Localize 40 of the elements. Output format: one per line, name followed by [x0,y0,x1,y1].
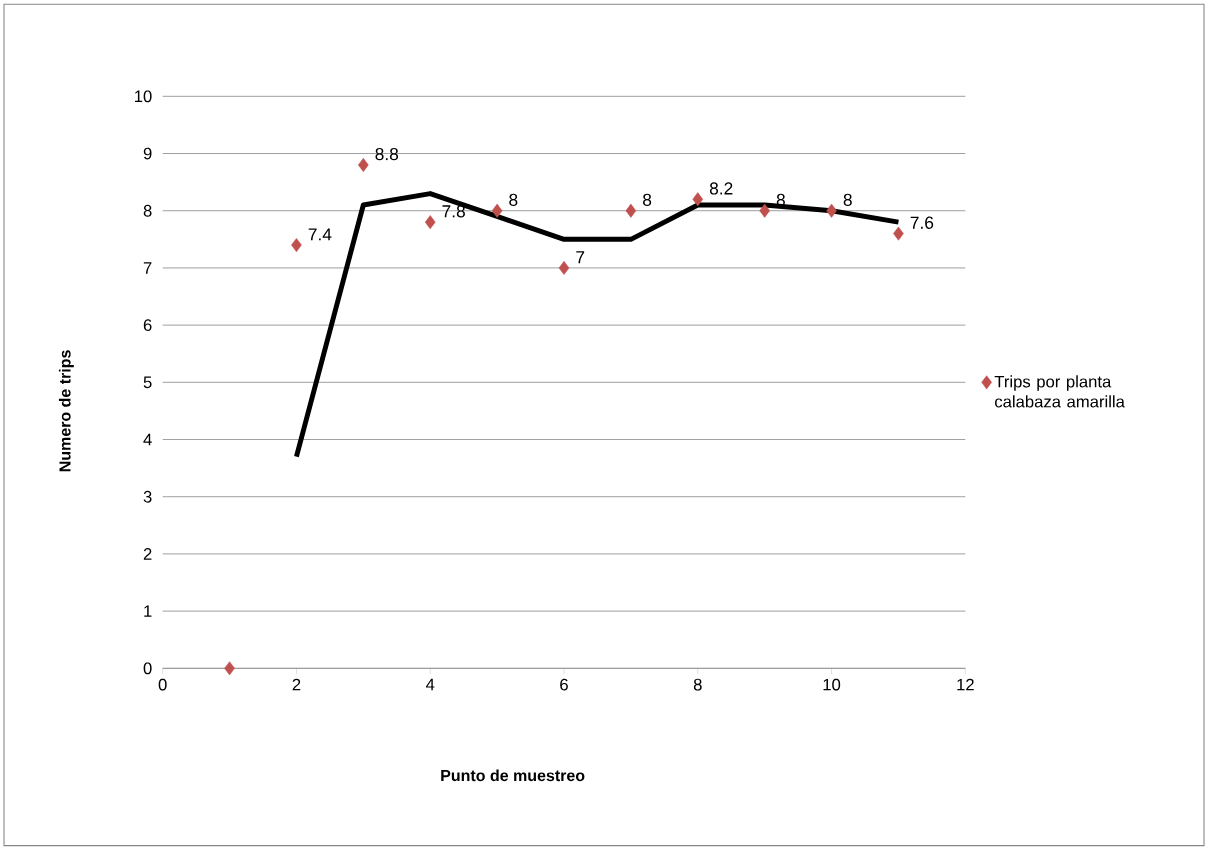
point [224,661,235,676]
x-tick-label: 8 [693,678,702,691]
y-tick-label: 0 [143,662,152,675]
point [893,226,904,241]
point [759,203,770,218]
point [291,238,302,252]
data-label: 8 [509,193,518,207]
data-label: 8.2 [709,182,733,195]
y-tick-label: 3 [143,490,152,503]
x-axis-title: Punto de muestreo [441,769,585,782]
y-tick-label: 8 [143,204,152,217]
x-tick-label: 6 [560,678,568,691]
data-label: 8.8 [375,147,399,161]
data-label: 7.6 [910,216,934,229]
data-label: 8 [843,193,852,207]
point [558,260,570,275]
y-tick-label: 4 [143,433,152,446]
data-label: 7.4 [308,228,332,241]
y-tick-label: 9 [143,147,152,160]
data-label: 8 [643,193,652,207]
y-tick-label: 10 [135,90,152,103]
x-tick-label: 0 [158,678,167,691]
y-tick-label: 7 [143,262,152,274]
y-tick-label: 6 [143,319,152,332]
point [625,203,637,218]
point [826,203,837,218]
x-tick-label: 2 [292,678,301,691]
point [424,215,436,230]
data-label: 7 [576,251,585,264]
x-tick-label: 10 [823,678,841,691]
y-tick-label: 1 [144,605,152,617]
y-axis-title: Numero de trips [58,350,74,472]
y-tick-label: 5 [143,376,152,389]
point [491,203,503,218]
x-tick-label: 12 [957,678,974,691]
x-tick-label: 4 [425,678,435,691]
point [358,158,369,172]
legend-label: Trips por planta calabaza amarilla [994,375,1125,408]
y-tick-label: 2 [143,548,152,560]
point [692,192,704,207]
